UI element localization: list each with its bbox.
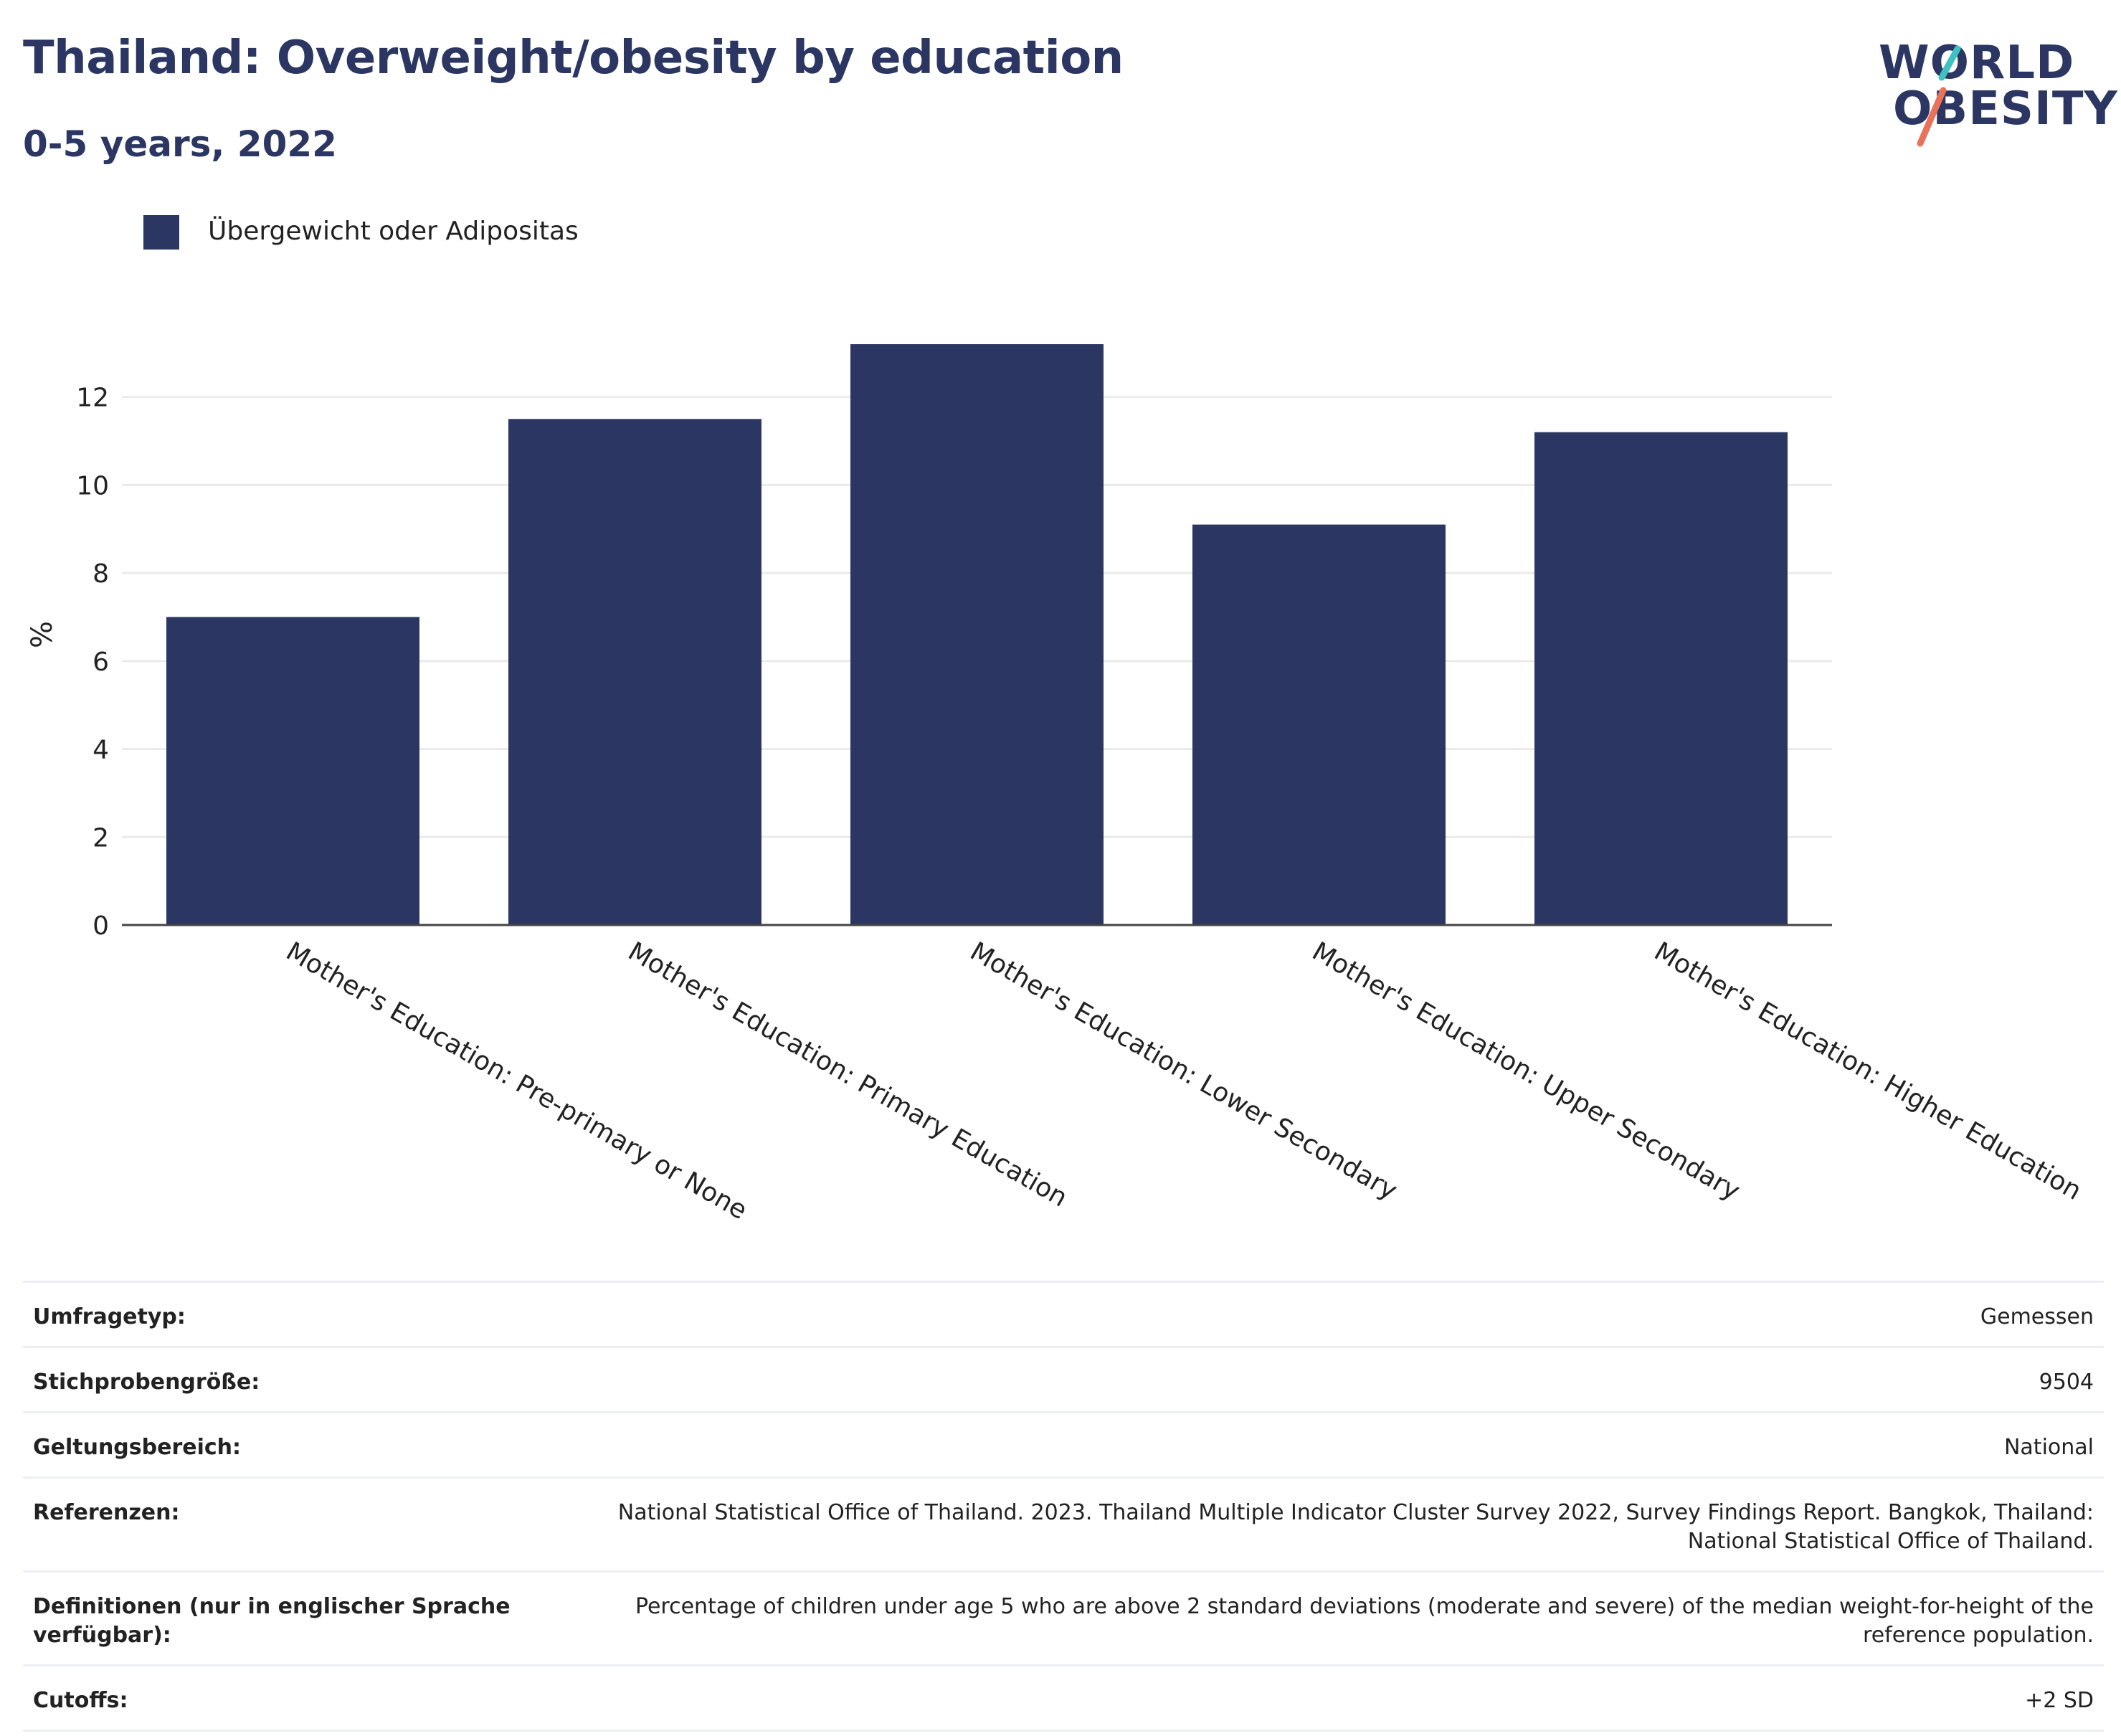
table-row: Geltungsbereich: National bbox=[23, 1411, 2104, 1478]
table-row: Stichprobengröße: 9504 bbox=[23, 1346, 2104, 1413]
meta-key: Stichprobengröße: bbox=[23, 1346, 545, 1413]
y-axis-title: % bbox=[26, 621, 59, 648]
bar bbox=[166, 617, 419, 925]
y-tick-label: 10 bbox=[76, 471, 109, 501]
meta-key: Geltungsbereich: bbox=[23, 1411, 545, 1478]
meta-value: National Statistical Office of Thailand.… bbox=[545, 1476, 2104, 1572]
meta-value: 9504 bbox=[545, 1346, 2104, 1413]
meta-value: Gemessen bbox=[545, 1281, 2104, 1347]
meta-value: Percentage of children under age 5 who a… bbox=[545, 1570, 2104, 1666]
chart-title: Thailand: Overweight/obesity by educatio… bbox=[23, 32, 1124, 85]
y-tick-label: 4 bbox=[92, 736, 109, 765]
meta-key: Umfragetyp: bbox=[23, 1281, 545, 1347]
world-obesity-logo: WORLD OBESITY bbox=[1864, 22, 2117, 151]
metadata-table: Umfragetyp: Gemessen Stichprobengröße: 9… bbox=[23, 1281, 2104, 1732]
y-tick-label: 12 bbox=[76, 384, 109, 413]
bar bbox=[1192, 524, 1446, 925]
legend-swatch bbox=[143, 215, 179, 250]
legend-label: Übergewicht oder Adipositas bbox=[208, 217, 579, 246]
meta-key: Referenzen: bbox=[23, 1476, 545, 1572]
table-row: Referenzen: National Statistical Office … bbox=[23, 1476, 2104, 1572]
meta-key: Cutoffs: bbox=[23, 1664, 545, 1732]
table-row: Umfragetyp: Gemessen bbox=[23, 1281, 2104, 1347]
logo-slash-icon bbox=[1917, 45, 1961, 147]
y-tick-label: 0 bbox=[92, 911, 109, 941]
y-tick-label: 8 bbox=[92, 559, 109, 589]
y-tick-label: 2 bbox=[92, 823, 109, 853]
meta-key: Definitionen (nur in englischer Sprache … bbox=[23, 1570, 545, 1666]
table-row: Definitionen (nur in englischer Sprache … bbox=[23, 1570, 2104, 1666]
meta-value: +2 SD bbox=[545, 1664, 2104, 1732]
bar bbox=[1534, 432, 1788, 925]
bar bbox=[850, 344, 1104, 925]
y-tick-label: 6 bbox=[92, 648, 109, 677]
meta-value: National bbox=[545, 1411, 2104, 1478]
logo-line-1: WORLD bbox=[1879, 37, 2075, 90]
chart-subtitle: 0-5 years, 2022 bbox=[23, 123, 337, 165]
table-row: Cutoffs: +2 SD bbox=[23, 1664, 2104, 1732]
bar bbox=[508, 419, 761, 925]
